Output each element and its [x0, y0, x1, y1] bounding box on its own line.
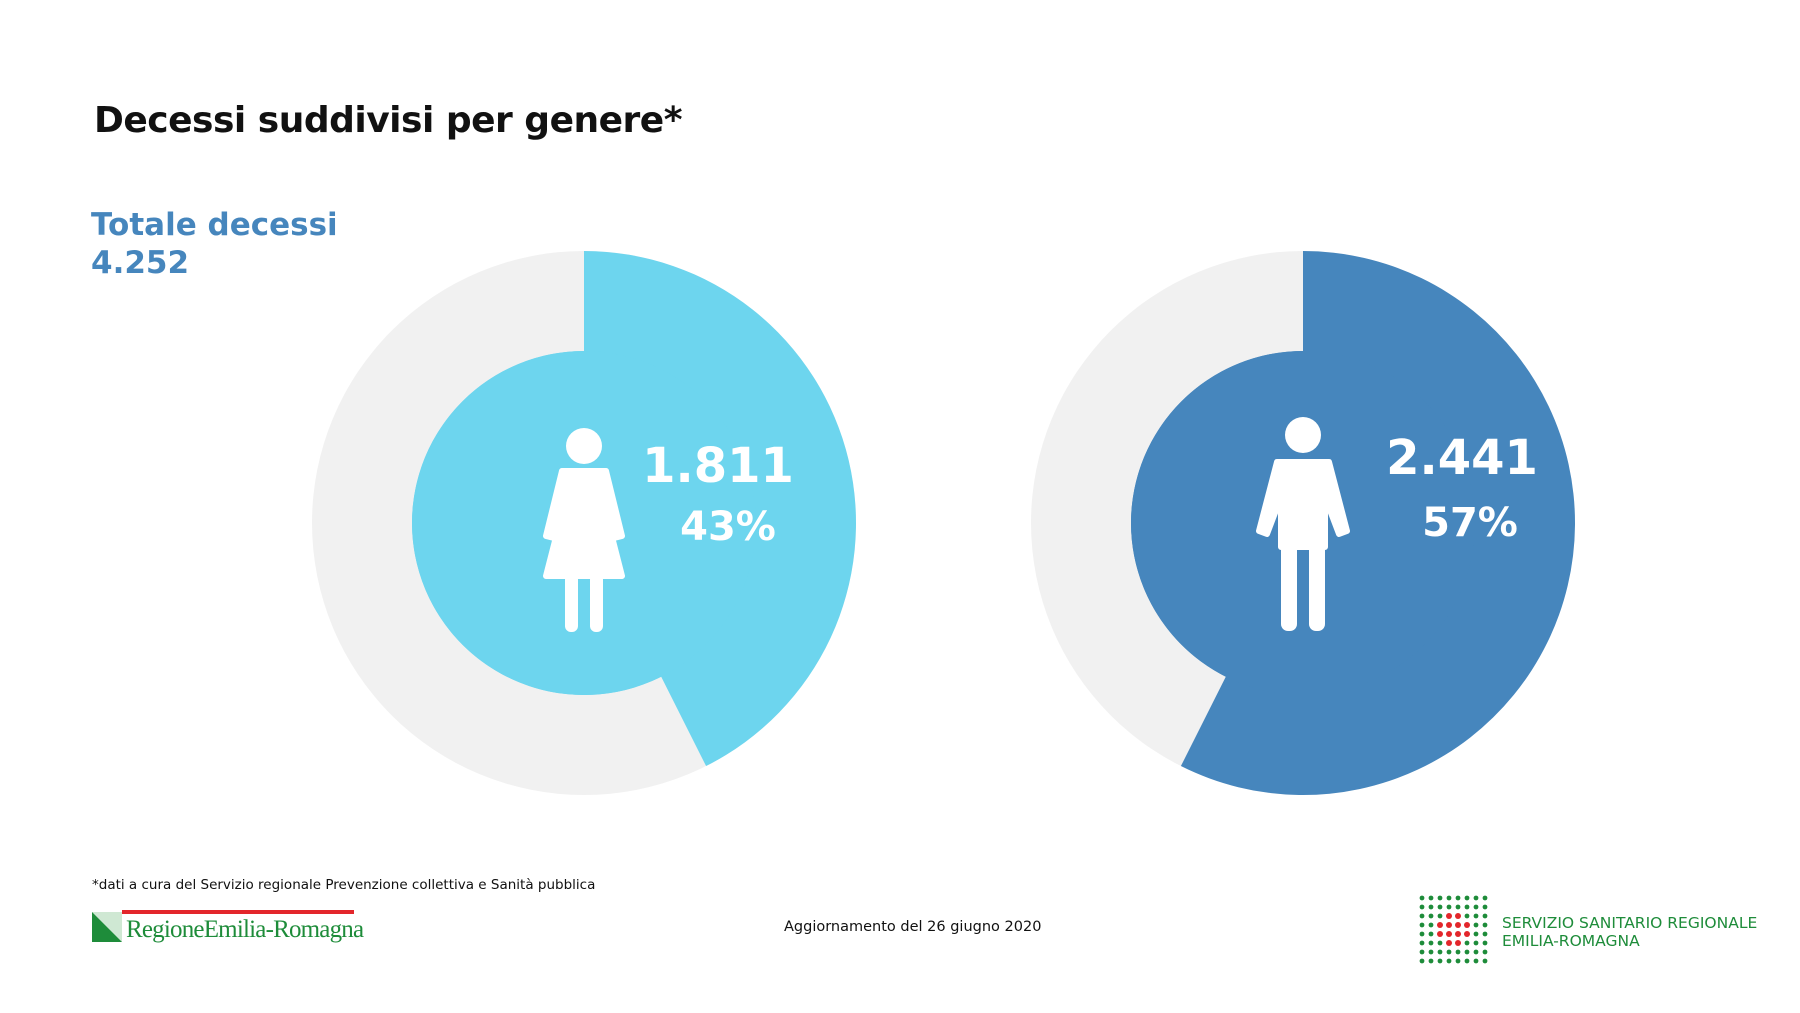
logo-dot — [1446, 913, 1452, 919]
logo-dot — [1455, 904, 1461, 910]
logo-dot — [1428, 940, 1434, 946]
logo-dot — [1473, 904, 1479, 910]
logo-dot — [1482, 913, 1488, 919]
logo-dot — [1464, 904, 1470, 910]
donut-chart-1: 1.811 43% — [312, 251, 856, 795]
logo-dot — [1482, 904, 1488, 910]
update-date: Aggiornamento del 26 giugno 2020 — [784, 919, 1042, 935]
logo-dot — [1455, 949, 1461, 955]
logo-dot — [1464, 949, 1470, 955]
logo-dot — [1464, 922, 1470, 928]
logo-dot — [1473, 958, 1479, 964]
logo-dot — [1419, 931, 1425, 937]
logo-dot — [1437, 940, 1443, 946]
logo-dot — [1446, 904, 1452, 910]
logo-dot — [1473, 922, 1479, 928]
data-label-percent: 57% — [1422, 500, 1518, 546]
regione-emilia-romagna-logo: RegioneEmilia-Romagna — [92, 910, 364, 950]
logo-dot — [1473, 931, 1479, 937]
logo-dot — [1428, 949, 1434, 955]
female-figure-icon — [543, 428, 625, 632]
servizio-sanitario-dots-icon — [1419, 895, 1488, 964]
logo-dot — [1455, 895, 1461, 901]
logo-dot — [1455, 913, 1461, 919]
logo-dot — [1473, 895, 1479, 901]
male-head — [1285, 417, 1321, 453]
regione-logo-text: RegioneEmilia-Romagna — [126, 916, 364, 943]
logo-dot — [1446, 958, 1452, 964]
data-label-value: 1.811 — [642, 438, 794, 494]
logo-dot — [1437, 931, 1443, 937]
logo-dot — [1428, 913, 1434, 919]
logo-dot — [1437, 949, 1443, 955]
footnote: *dati a cura del Servizio regionale Prev… — [92, 877, 596, 893]
logo-dot — [1419, 949, 1425, 955]
logo-dot — [1437, 895, 1443, 901]
servizio-logo-line1: SERVIZIO SANITARIO REGIONALE — [1502, 914, 1758, 932]
logo-dot — [1464, 958, 1470, 964]
logo-dot — [1455, 922, 1461, 928]
logo-dot — [1482, 958, 1488, 964]
logo-dot — [1419, 895, 1425, 901]
logo-dot — [1446, 922, 1452, 928]
logo-dot — [1473, 949, 1479, 955]
logo-dot — [1419, 922, 1425, 928]
female-leg-right — [590, 574, 603, 632]
total-deaths-value: 4.252 — [91, 245, 190, 281]
logo-dot — [1455, 931, 1461, 937]
donut-chart-2: 2.441 57% — [1031, 251, 1575, 795]
logo-dot — [1482, 931, 1488, 937]
logo-dot — [1437, 913, 1443, 919]
logo-dot — [1482, 922, 1488, 928]
male-body — [1256, 459, 1350, 550]
male-leg-left — [1281, 543, 1297, 631]
male-leg-right — [1309, 543, 1325, 631]
logo-dot — [1455, 958, 1461, 964]
logo-dot — [1446, 931, 1452, 937]
logo-dot — [1473, 940, 1479, 946]
logo-dot — [1464, 913, 1470, 919]
logo-dot — [1482, 949, 1488, 955]
logo-dot — [1473, 913, 1479, 919]
logo-dot — [1464, 931, 1470, 937]
total-deaths: Totale decessi 4.252 — [91, 206, 338, 282]
logo-dot — [1428, 895, 1434, 901]
page-title: Decessi suddivisi per genere* — [94, 100, 683, 141]
logo-dot — [1464, 895, 1470, 901]
logo-dot — [1428, 958, 1434, 964]
logo-dot — [1419, 904, 1425, 910]
logo-dot — [1446, 949, 1452, 955]
logo-dot — [1419, 940, 1425, 946]
logo-dot — [1437, 958, 1443, 964]
logo-dot — [1455, 940, 1461, 946]
logo-dot — [1428, 904, 1434, 910]
logo-dot — [1482, 895, 1488, 901]
female-body — [543, 468, 625, 579]
data-label-percent: 43% — [680, 504, 776, 550]
logo-dot — [1482, 940, 1488, 946]
servizio-sanitario-logo: SERVIZIO SANITARIO REGIONALE EMILIA-ROMA… — [1418, 894, 1758, 966]
logo-dot — [1428, 922, 1434, 928]
logo-dot — [1428, 931, 1434, 937]
logo-dot — [1419, 958, 1425, 964]
logo-dot — [1419, 913, 1425, 919]
logo-dot — [1446, 940, 1452, 946]
logo-dot — [1464, 940, 1470, 946]
logo-dot — [1446, 895, 1452, 901]
servizio-logo-line2: EMILIA-ROMAGNA — [1502, 932, 1640, 950]
total-deaths-label: Totale decessi — [91, 207, 338, 243]
data-label-value: 2.441 — [1386, 430, 1538, 486]
logo-dot — [1437, 922, 1443, 928]
female-head — [566, 428, 602, 464]
logo-dot — [1437, 904, 1443, 910]
female-leg-left — [565, 574, 578, 632]
male-figure-icon — [1256, 417, 1350, 631]
